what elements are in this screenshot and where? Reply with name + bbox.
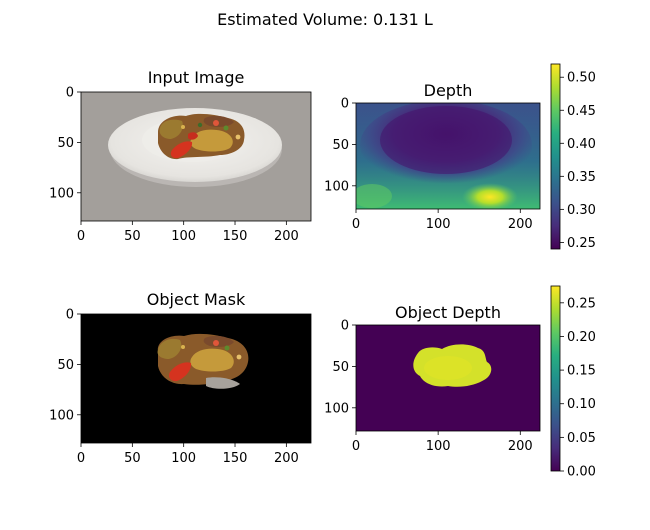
x-tick-label: 0	[77, 451, 85, 466]
colorbar-gradient	[550, 285, 561, 472]
panel-title: Object Mask	[147, 290, 246, 309]
y-axis-ticks: 0 50 100	[49, 308, 81, 423]
colorbar-tick-label: 0.50	[567, 71, 596, 86]
y-tick-label: 0	[66, 86, 74, 101]
axes-frame	[355, 102, 541, 210]
panel-title: Input Image	[148, 68, 245, 87]
food-shape	[158, 113, 245, 160]
y-tick-label: 100	[49, 408, 74, 423]
colorbar-tick-label: 0.15	[567, 364, 596, 379]
x-axis-ticks: 0 50 100 150 200	[77, 443, 299, 466]
y-axis-ticks: 0 50 100	[324, 319, 356, 416]
colorbar-tick-label: 0.45	[567, 104, 596, 119]
axes-frame	[355, 324, 541, 432]
x-tick-label: 150	[223, 229, 248, 244]
colorbar-tick-label: 0.10	[567, 397, 596, 412]
colorbar-tick-label: 0.00	[567, 465, 596, 480]
y-tick-label: 50	[332, 360, 349, 375]
image-depth-map	[356, 103, 540, 209]
y-axis-ticks: 0 50 100	[49, 86, 81, 201]
y-tick-label: 50	[332, 138, 349, 153]
x-tick-label: 200	[274, 451, 299, 466]
colorbar-ticks: 0.25 0.30 0.35 0.40 0.45 0.50	[560, 71, 596, 251]
colorbar-tick-label: 0.30	[567, 203, 596, 218]
y-tick-label: 100	[324, 401, 349, 416]
x-axis-ticks: 0 100 200	[352, 431, 533, 454]
x-tick-label: 200	[508, 439, 533, 454]
colorbar-tick-label: 0.25	[567, 236, 596, 251]
image-object-depth-map	[356, 325, 540, 431]
x-tick-label: 200	[274, 229, 299, 244]
colorbar-ticks: 0.00 0.05 0.10 0.15 0.20 0.25	[560, 296, 596, 480]
colorbar-tick-label: 0.20	[567, 330, 596, 345]
y-tick-label: 100	[324, 179, 349, 194]
x-tick-label: 0	[352, 217, 360, 232]
panel-title: Object Depth	[395, 303, 501, 322]
colorbar-gradient	[550, 63, 561, 250]
x-tick-label: 100	[171, 451, 196, 466]
image-input-photo	[81, 92, 311, 221]
x-tick-label: 150	[223, 451, 248, 466]
x-axis-ticks: 0 100 200	[352, 209, 533, 232]
y-tick-label: 0	[341, 319, 349, 334]
colorbar-tick-label: 0.35	[567, 170, 596, 185]
image-masked-photo	[81, 314, 311, 443]
x-tick-label: 200	[508, 217, 533, 232]
colorbar-tick-label: 0.25	[567, 296, 596, 311]
axes-frame	[80, 91, 312, 222]
x-tick-label: 100	[171, 229, 196, 244]
x-tick-label: 50	[124, 229, 141, 244]
x-axis-ticks: 0 50 100 150 200	[77, 221, 299, 244]
y-tick-label: 100	[49, 186, 74, 201]
y-tick-label: 0	[341, 97, 349, 112]
y-tick-label: 50	[57, 358, 74, 373]
panel-object-mask: Object Mask 0 50 100 150 200 0 50 100	[49, 290, 312, 466]
colorbar-tick-label: 0.40	[567, 137, 596, 152]
x-tick-label: 100	[426, 439, 451, 454]
y-axis-ticks: 0 50 100	[324, 97, 356, 194]
panel-title: Depth	[424, 81, 473, 100]
suptitle: Estimated Volume: 0.131 L	[217, 10, 433, 29]
panel-object-depth: Object Depth 0 100 200 0 50 100 0.00 0.05 0.10…	[324, 285, 596, 480]
colorbar: 0.00 0.05 0.10 0.15 0.20 0.25	[550, 285, 596, 480]
food-shape	[157, 333, 249, 389]
x-tick-label: 0	[352, 439, 360, 454]
colorbar-tick-label: 0.05	[567, 431, 596, 446]
panel-depth: Depth 0 100 200 0 50 100 0.25 0.30 0.35 0.40 0.4…	[324, 63, 596, 251]
x-tick-label: 0	[77, 229, 85, 244]
y-tick-label: 50	[57, 136, 74, 151]
y-tick-label: 0	[66, 308, 74, 323]
x-tick-label: 100	[426, 217, 451, 232]
x-tick-label: 50	[124, 451, 141, 466]
colorbar: 0.25 0.30 0.35 0.40 0.45 0.50	[550, 63, 596, 251]
axes-frame	[80, 313, 312, 444]
panel-input-image: Input Image 0 50 100 150 200 0 50 100	[49, 68, 312, 244]
